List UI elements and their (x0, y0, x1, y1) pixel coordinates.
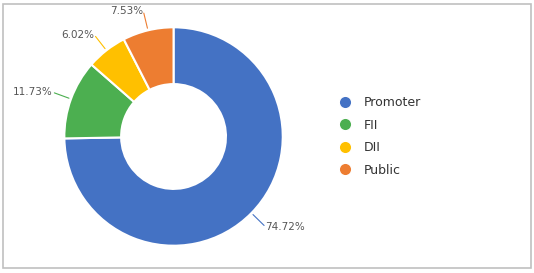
Wedge shape (65, 27, 282, 246)
Wedge shape (65, 64, 134, 138)
Wedge shape (124, 27, 174, 90)
Text: 6.02%: 6.02% (61, 30, 95, 40)
Legend: Promoter, FII, DII, Public: Promoter, FII, DII, Public (333, 96, 421, 177)
Text: 7.53%: 7.53% (110, 6, 143, 16)
Text: 74.72%: 74.72% (265, 222, 305, 232)
Text: 11.73%: 11.73% (13, 87, 52, 97)
Wedge shape (91, 39, 150, 102)
